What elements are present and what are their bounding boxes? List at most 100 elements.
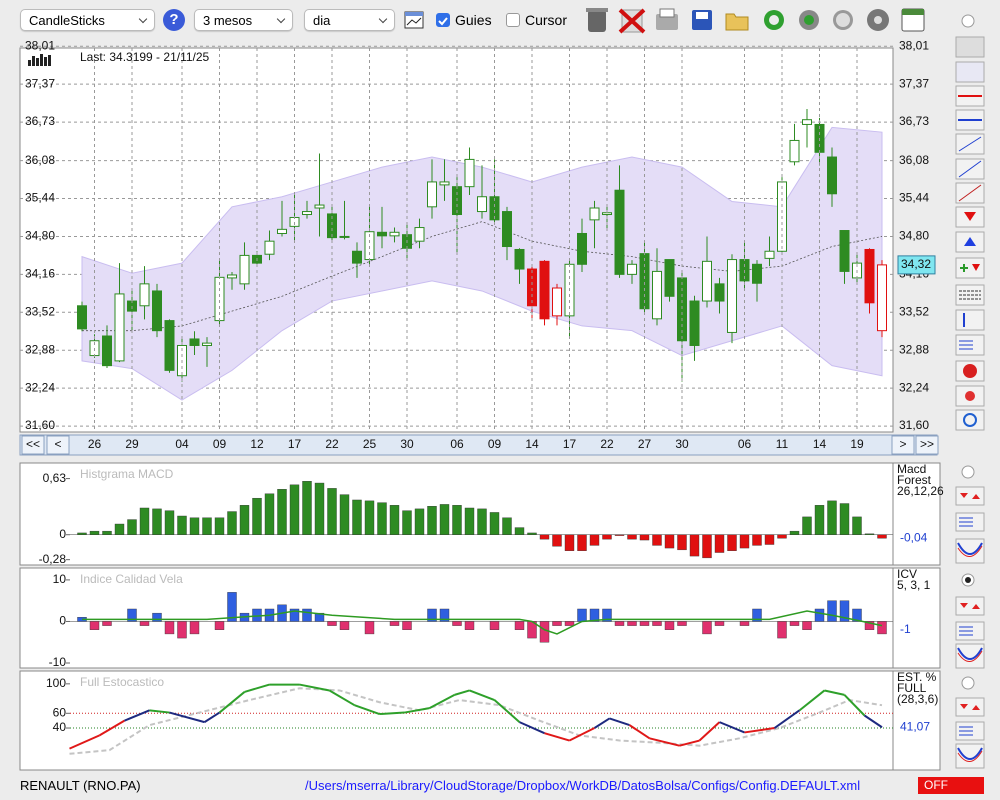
y-tick-label: 10 <box>53 572 67 586</box>
currency-icon[interactable] <box>833 10 853 30</box>
histogram-bar <box>289 608 300 622</box>
histogram-bar <box>677 534 687 551</box>
symbol-label: RENAULT (RNO.PA) <box>20 778 141 793</box>
candle-body <box>552 287 562 317</box>
candle-body <box>614 189 625 275</box>
y-tick-label: 37,37 <box>25 76 55 90</box>
fast-line-segment <box>824 689 845 696</box>
candle-body <box>689 300 700 346</box>
indicator-readout: -0,04 <box>900 530 928 544</box>
guide-icon[interactable] <box>404 11 424 29</box>
histogram-bar <box>214 517 225 535</box>
histogram-bar <box>777 534 787 539</box>
histogram-bar <box>327 621 337 626</box>
fast-line-segment <box>519 721 545 735</box>
refresh-icon[interactable] <box>764 10 784 30</box>
date-label: 17 <box>288 437 302 451</box>
date-label: 14 <box>813 437 827 451</box>
interval-select[interactable]: dia <box>304 9 395 31</box>
histogram-bar <box>177 515 187 535</box>
date-label: 09 <box>488 437 502 451</box>
candle-body <box>714 283 725 302</box>
date-label: 06 <box>450 437 464 451</box>
bars-icon <box>28 54 51 66</box>
candle-body <box>527 268 537 307</box>
candle-body <box>352 250 362 264</box>
guides-checkbox[interactable] <box>436 13 450 27</box>
fast-line-segment <box>744 727 775 734</box>
histogram-bar <box>152 612 162 622</box>
delete-icon[interactable] <box>618 8 646 34</box>
fast-line-segment <box>124 709 150 722</box>
y-tick-label-right: 35,44 <box>899 191 929 205</box>
indicator-label: 26,12,26 <box>897 484 944 498</box>
y-tick-label: 100 <box>46 676 66 690</box>
chart-type-select[interactable]: CandleSticks <box>20 9 155 31</box>
calendar-icon[interactable] <box>901 8 925 32</box>
period-select[interactable]: 3 mesos <box>194 9 293 31</box>
histogram-bar <box>314 482 325 535</box>
bars-icon-bar <box>48 55 51 66</box>
fast-line-segment <box>593 717 611 729</box>
signals-tool[interactable] <box>955 257 985 279</box>
candle-body <box>464 158 475 188</box>
bars-icon-bar <box>44 57 47 66</box>
save-icon[interactable] <box>692 10 712 30</box>
nav-first: << <box>26 437 40 451</box>
swap-tool[interactable] <box>955 409 985 431</box>
candle-body <box>227 274 237 279</box>
zoom-tool[interactable] <box>955 36 985 58</box>
trash-icon[interactable] <box>586 8 608 32</box>
histogram-bar <box>502 517 512 535</box>
histogram-bar <box>389 505 400 535</box>
print-icon[interactable] <box>656 8 678 30</box>
histogram-bar <box>802 516 812 535</box>
histogram-bar <box>639 621 650 626</box>
nav-first-button[interactable] <box>21 435 45 455</box>
histogram-bar <box>589 608 600 622</box>
candle-body <box>414 227 425 242</box>
histogram-bar <box>514 621 525 630</box>
open-icon[interactable] <box>725 13 749 31</box>
nav-next-button[interactable] <box>891 435 915 455</box>
histogram-bar <box>339 621 350 630</box>
cursor-checkbox[interactable] <box>506 13 520 27</box>
histogram-bar <box>614 621 625 626</box>
nav-last-button[interactable] <box>915 435 939 455</box>
candle-body <box>427 181 437 208</box>
radio[interactable] <box>961 676 975 690</box>
panel-title: Histgrama MACD <box>80 467 174 481</box>
histogram-bar <box>589 534 600 546</box>
state-indicator[interactable]: OFF <box>918 777 984 794</box>
fast-line-segment <box>863 714 883 729</box>
date-label: 06 <box>738 437 752 451</box>
y-tick-label: -0,28 <box>39 552 67 566</box>
histogram-bar <box>839 600 850 622</box>
right-sidebar <box>955 14 985 769</box>
radio[interactable] <box>961 14 975 28</box>
y-tick-label: 0 <box>59 527 66 541</box>
histogram-bar <box>564 621 575 626</box>
histogram-bar <box>127 608 137 622</box>
config-path[interactable]: /Users/mserra/Library/CloudStorage/Dropb… <box>305 778 861 793</box>
radio[interactable] <box>961 465 975 479</box>
indicator-tools[interactable] <box>955 486 985 769</box>
fast-line-segment <box>169 711 205 724</box>
reload-icon[interactable] <box>799 10 819 30</box>
histogram-bar <box>639 534 650 541</box>
date-label: 22 <box>600 437 614 451</box>
help-button[interactable]: ? <box>163 9 185 31</box>
fast-line-segment <box>429 694 455 710</box>
percent-tool[interactable] <box>955 309 985 331</box>
histogram-bar <box>827 500 837 535</box>
candle-tool[interactable] <box>955 61 985 83</box>
settings-icon[interactable] <box>867 9 889 31</box>
y-tick-label-right: 33,52 <box>899 304 929 318</box>
date-label: 30 <box>675 437 689 451</box>
candle-body <box>802 119 812 125</box>
nav-prev-button[interactable] <box>46 435 70 455</box>
histogram-bar <box>702 534 712 559</box>
fast-line-segment <box>244 683 270 693</box>
y-tick-label: 31,60 <box>25 418 55 432</box>
histogram-bar <box>602 534 612 540</box>
